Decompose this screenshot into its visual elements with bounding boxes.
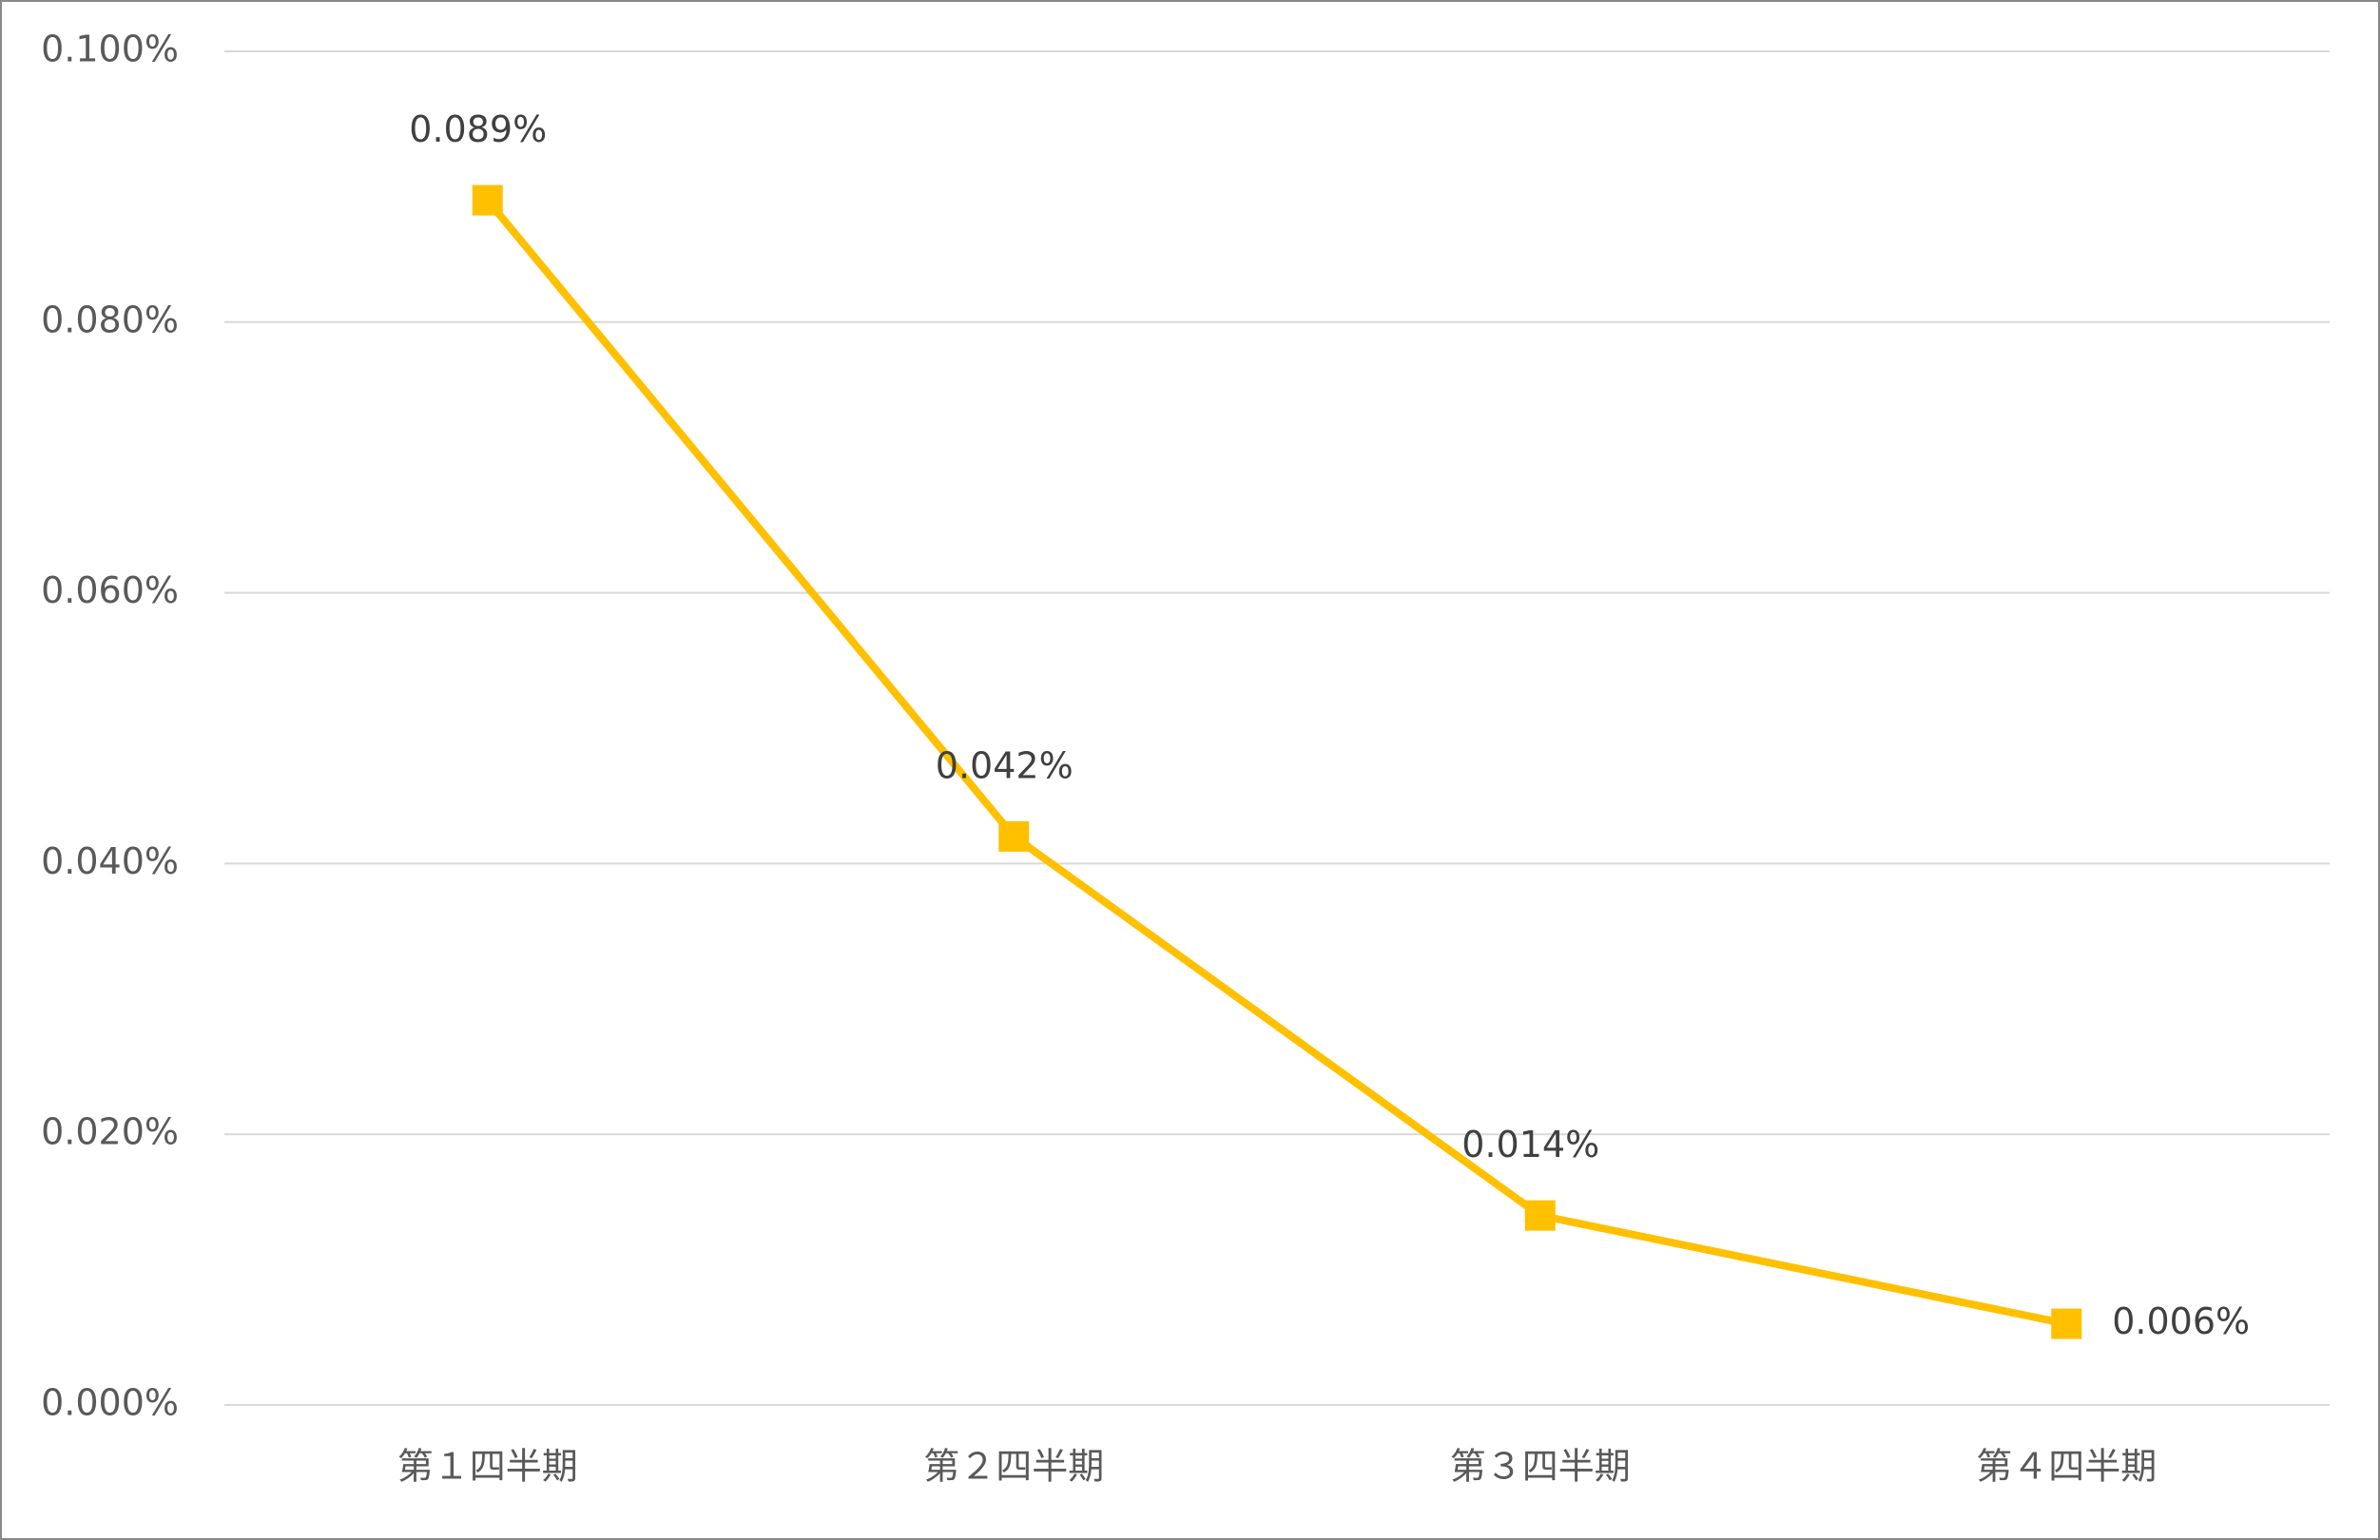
- x-tick-label: 第３四半期: [1450, 1446, 1631, 1488]
- data-marker: [472, 184, 503, 216]
- data-line: [484, 198, 2068, 1328]
- y-tick-label: 0.000%: [41, 1382, 179, 1424]
- y-tick-label: 0.100%: [41, 29, 179, 70]
- x-tick-label: 第１四半期: [397, 1446, 578, 1488]
- data-label: 0.089%: [409, 108, 547, 150]
- data-label: 0.042%: [936, 744, 1074, 786]
- y-tick-label: 0.080%: [41, 298, 179, 340]
- data-marker: [998, 820, 1030, 852]
- y-tick-label: 0.020%: [41, 1111, 179, 1153]
- data-label: 0.006%: [2112, 1300, 2250, 1342]
- x-tick-label: 第２四半期: [923, 1446, 1104, 1488]
- y-tick-label: 0.040%: [41, 840, 179, 882]
- data-label: 0.014%: [1461, 1124, 1599, 1165]
- y-tick-label: 0.060%: [41, 569, 179, 611]
- data-marker: [1524, 1200, 1556, 1231]
- data-marker: [2051, 1308, 2082, 1339]
- x-tick-label: 第４四半期: [1976, 1446, 2157, 1488]
